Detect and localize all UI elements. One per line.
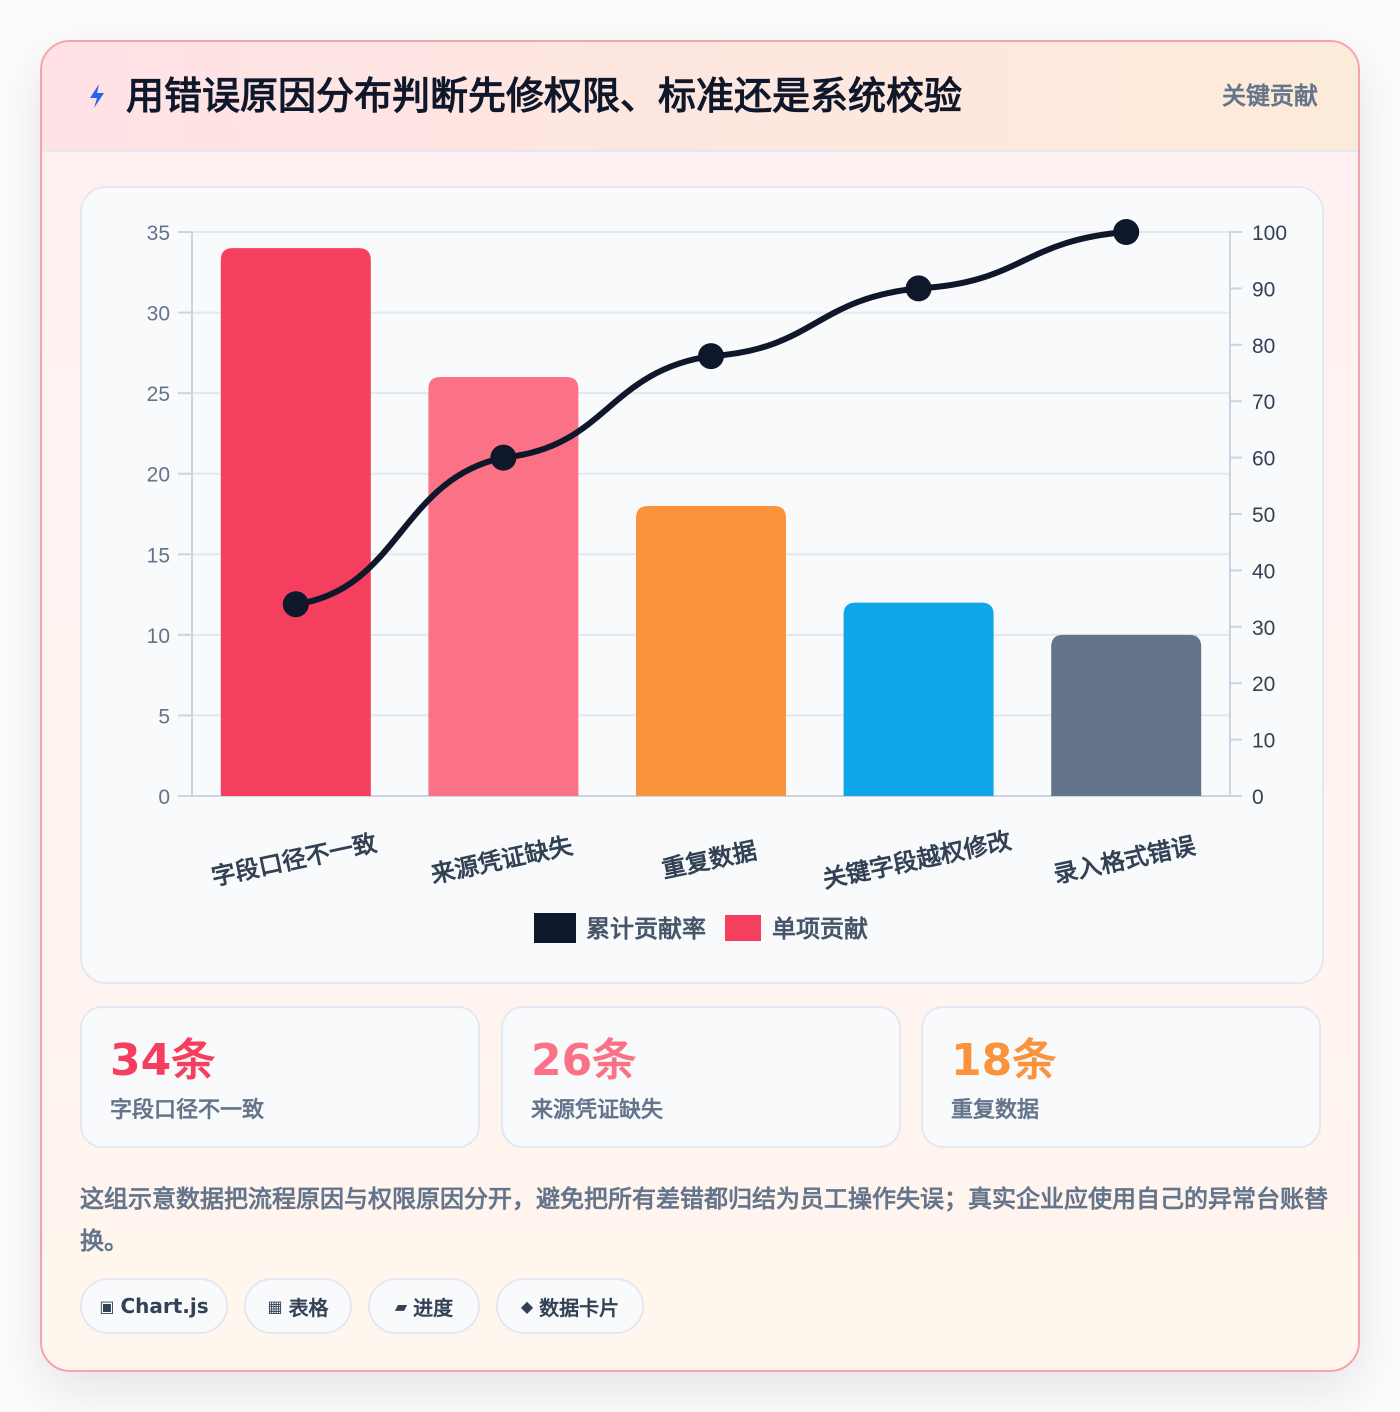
stat-value: 18条 — [951, 1035, 1057, 1086]
x-tick-label: 重复数据 — [659, 837, 759, 884]
progress-icon: ▰ — [394, 1296, 408, 1316]
bar — [1051, 634, 1202, 796]
y-right-tick-label: 90 — [1252, 278, 1275, 301]
tag-label: 表格 — [288, 1295, 329, 1320]
legend-swatch-line — [534, 913, 576, 943]
legend-label: 累计贡献率 — [586, 915, 706, 943]
y-left-tick-label: 0 — [158, 786, 170, 809]
stat-value: 34条 — [110, 1035, 216, 1086]
diamond-icon: ◆ — [520, 1296, 534, 1316]
tag-label: Chart.js — [120, 1294, 209, 1318]
legend-label: 单项贡献 — [772, 915, 868, 943]
chart-note: 这组示意数据把流程原因与权限原因分开，避免把所有差错都归结为员工操作失误；真实企… — [80, 1185, 1328, 1255]
x-tick-label: 关键字段越权修改 — [820, 827, 1014, 894]
y-right-tick-label: 100 — [1252, 222, 1287, 245]
line-point — [905, 275, 932, 302]
y-right-tick-label: 10 — [1252, 730, 1275, 753]
card-header: 用错误原因分布判断先修权限、标准还是系统校验 关键贡献 — [42, 42, 1358, 152]
legend-swatch-bar — [725, 915, 761, 941]
stat-card-2: 26条 来源凭证缺失 — [501, 1006, 901, 1148]
page-title: 用错误原因分布判断先修权限、标准还是系统校验 — [126, 74, 963, 118]
bar — [843, 602, 994, 796]
stat-card-1: 34条 字段口径不一致 — [80, 1006, 480, 1148]
tag-label: 进度 — [413, 1295, 454, 1320]
y-right-tick-label: 20 — [1252, 673, 1275, 696]
y-right-tick-label: 0 — [1252, 786, 1264, 809]
stat-card-3: 18条 重复数据 — [921, 1006, 1321, 1148]
x-tick-label: 字段口径不一致 — [209, 829, 380, 892]
stat-value: 26条 — [531, 1035, 637, 1086]
pareto-chart: 0 5 10 15 20 25 30 35 0 10 20 30 40 50 60 70 80 90 100 字段口径… — [147, 219, 1287, 943]
tag-label: 数据卡片 — [539, 1295, 620, 1320]
tag-data-card[interactable]: ◆ 数据卡片 — [496, 1278, 644, 1334]
chart-card: 用错误原因分布判断先修权限、标准还是系统校验 关键贡献 0 5 10 15 20 25 30… — [40, 40, 1360, 1372]
x-tick-label: 来源凭证缺失 — [428, 831, 576, 889]
table-icon: ▦ — [267, 1296, 283, 1316]
y-right-tick-label: 40 — [1252, 560, 1275, 583]
tag-table[interactable]: ▦ 表格 — [244, 1278, 352, 1334]
chart-panel: 0 5 10 15 20 25 30 35 0 10 20 30 40 50 60 70 80 90 100 字段口径… — [80, 186, 1324, 984]
line-point — [282, 591, 309, 618]
line-point — [490, 444, 517, 471]
y-right-tick-label: 60 — [1252, 448, 1275, 471]
tag-chartjs[interactable]: ▣ Chart.js — [80, 1278, 228, 1334]
line-point — [1113, 219, 1140, 245]
bar — [220, 248, 371, 797]
y-left-tick-label: 20 — [147, 464, 170, 487]
y-right-tick-label: 30 — [1252, 617, 1275, 640]
y-left-tick-label: 25 — [147, 383, 170, 406]
chart-icon: ▣ — [99, 1296, 115, 1316]
stat-label: 来源凭证缺失 — [531, 1098, 664, 1123]
bar — [636, 505, 786, 796]
y-left-tick-label: 15 — [147, 544, 170, 567]
y-left-tick-label: 5 — [158, 705, 170, 728]
y-left-tick-label: 10 — [147, 625, 170, 648]
tag-progress[interactable]: ▰ 进度 — [368, 1278, 480, 1334]
y-left-tick-label: 35 — [147, 222, 170, 245]
stat-label: 字段口径不一致 — [110, 1098, 265, 1123]
bar — [428, 377, 579, 796]
stat-label: 重复数据 — [951, 1098, 1040, 1123]
y-left-tick-label: 30 — [147, 303, 170, 326]
y-right-tick-label: 50 — [1252, 504, 1275, 527]
y-right-tick-label: 70 — [1252, 391, 1275, 414]
y-right-tick-label: 80 — [1252, 335, 1275, 358]
x-tick-label: 录入格式错误 — [1051, 831, 1199, 889]
header-badge: 关键贡献 — [1222, 82, 1318, 110]
line-point — [698, 343, 724, 370]
lightning-icon — [90, 84, 104, 108]
